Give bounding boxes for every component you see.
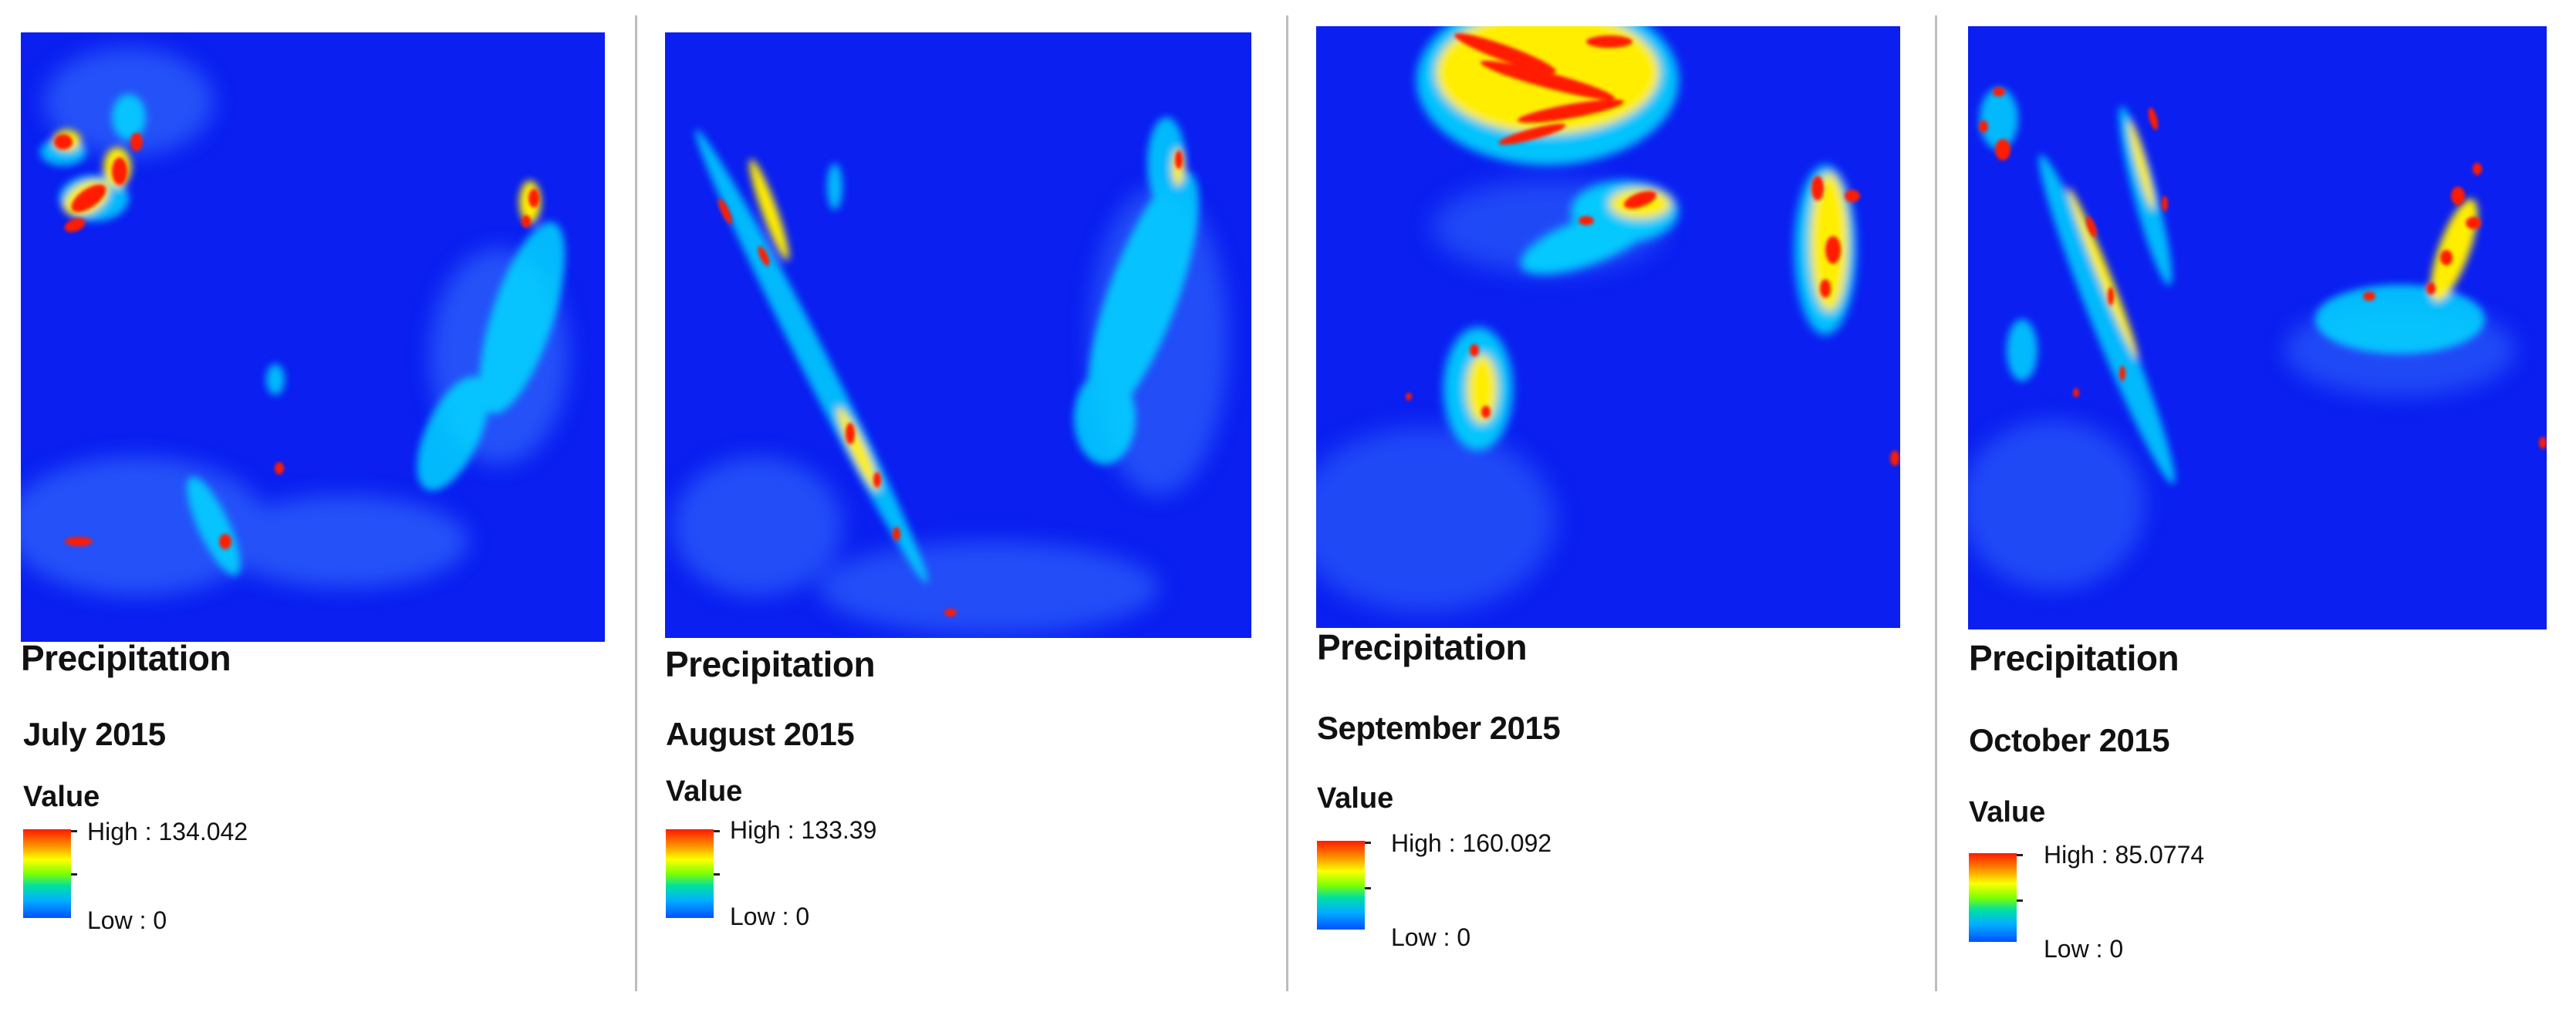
- map-period: August 2015: [666, 716, 855, 752]
- legend-tick: [71, 830, 77, 832]
- legend-title: Value: [666, 775, 743, 808]
- map-period: October 2015: [1969, 722, 2170, 758]
- legend-low-label: Low : 0: [2044, 935, 2124, 963]
- map-title: Precipitation: [665, 644, 876, 684]
- legend-color-ramp: [1317, 841, 1365, 930]
- map-period: July 2015: [23, 716, 166, 752]
- map-period: September 2015: [1317, 710, 1561, 746]
- legend-color-ramp: [1969, 853, 2017, 942]
- panel-september: Precipitation September 2015 Value High …: [1288, 0, 1935, 1009]
- panel-july: Precipitation July 2015 Value High : 134…: [0, 0, 635, 1009]
- legend-low-label: Low : 0: [1391, 923, 1471, 951]
- panel-august: Precipitation August 2015 Value High : 1…: [637, 0, 1286, 1009]
- legend-tick: [714, 873, 720, 876]
- legend-tick: [1365, 842, 1371, 844]
- precipitation-map-september: [1316, 26, 1900, 628]
- legend-title: Value: [1317, 782, 1394, 815]
- precipitation-map-october: [1968, 26, 2547, 629]
- precipitation-map-july: [21, 32, 605, 642]
- legend-tick: [1365, 887, 1371, 889]
- legend-title: Value: [23, 781, 100, 813]
- panel-divider: [1935, 15, 1937, 991]
- legend-tick: [71, 873, 77, 876]
- map-title: Precipitation: [21, 638, 231, 678]
- legend-tick: [2017, 854, 2023, 856]
- legend-high-label: High : 134.042: [87, 818, 248, 845]
- legend-low-label: Low : 0: [730, 903, 810, 930]
- legend-color-ramp: [666, 829, 714, 918]
- map-title: Precipitation: [1317, 627, 1528, 667]
- panel-divider: [1286, 15, 1288, 991]
- legend-tick: [2017, 899, 2023, 902]
- panel-october: Precipitation October 2015 Value High : …: [1937, 0, 2576, 1009]
- legend-high-label: High : 85.0774: [2044, 841, 2205, 869]
- precipitation-map-august: [665, 32, 1251, 638]
- legend-tick: [714, 830, 720, 832]
- map-title: Precipitation: [1969, 638, 2179, 678]
- legend-high-label: High : 133.39: [730, 816, 877, 844]
- legend-title: Value: [1969, 796, 2046, 828]
- legend-color-ramp: [23, 829, 71, 918]
- legend-high-label: High : 160.092: [1391, 829, 1552, 857]
- panel-divider: [635, 15, 637, 991]
- legend-low-label: Low : 0: [87, 906, 167, 934]
